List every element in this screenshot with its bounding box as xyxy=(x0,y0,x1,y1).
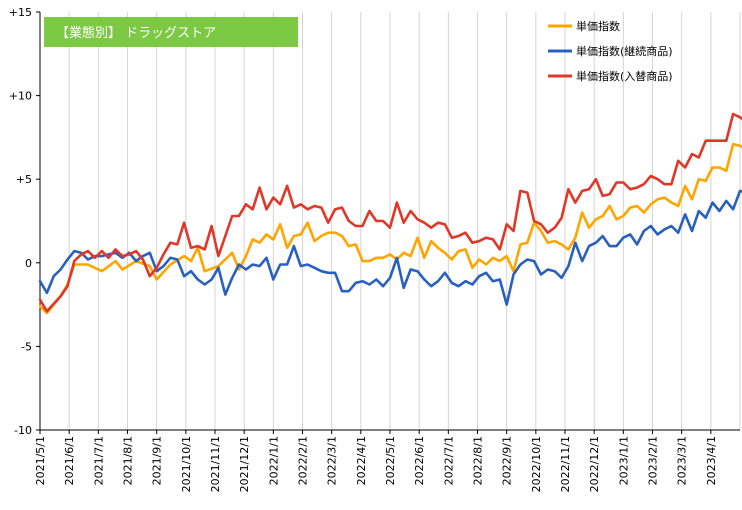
series-layer xyxy=(38,112,742,315)
x-tick-label: 2023/3/1 xyxy=(676,436,689,485)
x-tick-label: 2022/11/1 xyxy=(559,436,572,492)
x-tick-label: 2021/9/1 xyxy=(151,436,164,485)
legend-item-1: 単価指数(継続商品) xyxy=(548,44,673,58)
x-tick-label: 2022/6/1 xyxy=(413,436,426,485)
y-tick-label: +5 xyxy=(16,173,32,186)
x-tick-label: 2021/6/1 xyxy=(63,436,76,485)
x-tick-label: 2022/4/1 xyxy=(355,436,368,485)
legend-item-2: 単価指数(入替商品) xyxy=(548,69,673,83)
legend-item-0: 単価指数 xyxy=(548,19,620,33)
x-tick-label: 2022/10/1 xyxy=(530,436,543,492)
x-tick-label: 2022/5/1 xyxy=(384,436,397,485)
series-line-2 xyxy=(38,112,742,313)
x-tick-label: 2022/8/1 xyxy=(472,436,485,485)
title-badge: 【業態別】 ドラッグストア xyxy=(44,17,298,47)
x-tick-label: 2021/5/1 xyxy=(34,436,47,485)
x-tick-label: 2022/12/1 xyxy=(588,436,601,492)
legend-label-0: 単価指数 xyxy=(576,19,620,33)
x-tick-label: 2021/11/1 xyxy=(209,436,222,492)
y-tick-label: -5 xyxy=(21,340,32,353)
y-tick-label: +10 xyxy=(9,90,32,103)
x-tick-label: 2021/12/1 xyxy=(238,436,251,492)
y-tick-label: 0 xyxy=(25,257,32,270)
x-tick-label: 2023/2/1 xyxy=(647,436,660,485)
x-tick-label: 2023/1/1 xyxy=(617,436,630,485)
x-tick-label: 2023/4/1 xyxy=(705,436,718,485)
x-tick-label: 2022/2/1 xyxy=(297,436,310,485)
legend: 単価指数 単価指数(継続商品) 単価指数(入替商品) xyxy=(548,19,673,83)
legend-label-2: 単価指数(入替商品) xyxy=(576,69,673,83)
x-tick-label: 2021/10/1 xyxy=(180,436,193,492)
x-tick-label: 2022/1/1 xyxy=(267,436,280,485)
legend-label-1: 単価指数(継続商品) xyxy=(576,44,673,58)
y-tick-label: +15 xyxy=(9,6,32,19)
x-tick-label: 2022/3/1 xyxy=(326,436,339,485)
series-line-1 xyxy=(38,189,742,306)
x-tick-label: 2021/8/1 xyxy=(122,436,135,485)
chart-title: 【業態別】 ドラッグストア xyxy=(56,25,216,41)
x-tick-label: 2022/9/1 xyxy=(501,436,514,485)
series-line-0 xyxy=(38,142,742,315)
x-tick-label: 2022/7/1 xyxy=(442,436,455,485)
y-tick-label: -10 xyxy=(14,424,32,437)
x-tick-label: 2021/7/1 xyxy=(92,436,105,485)
